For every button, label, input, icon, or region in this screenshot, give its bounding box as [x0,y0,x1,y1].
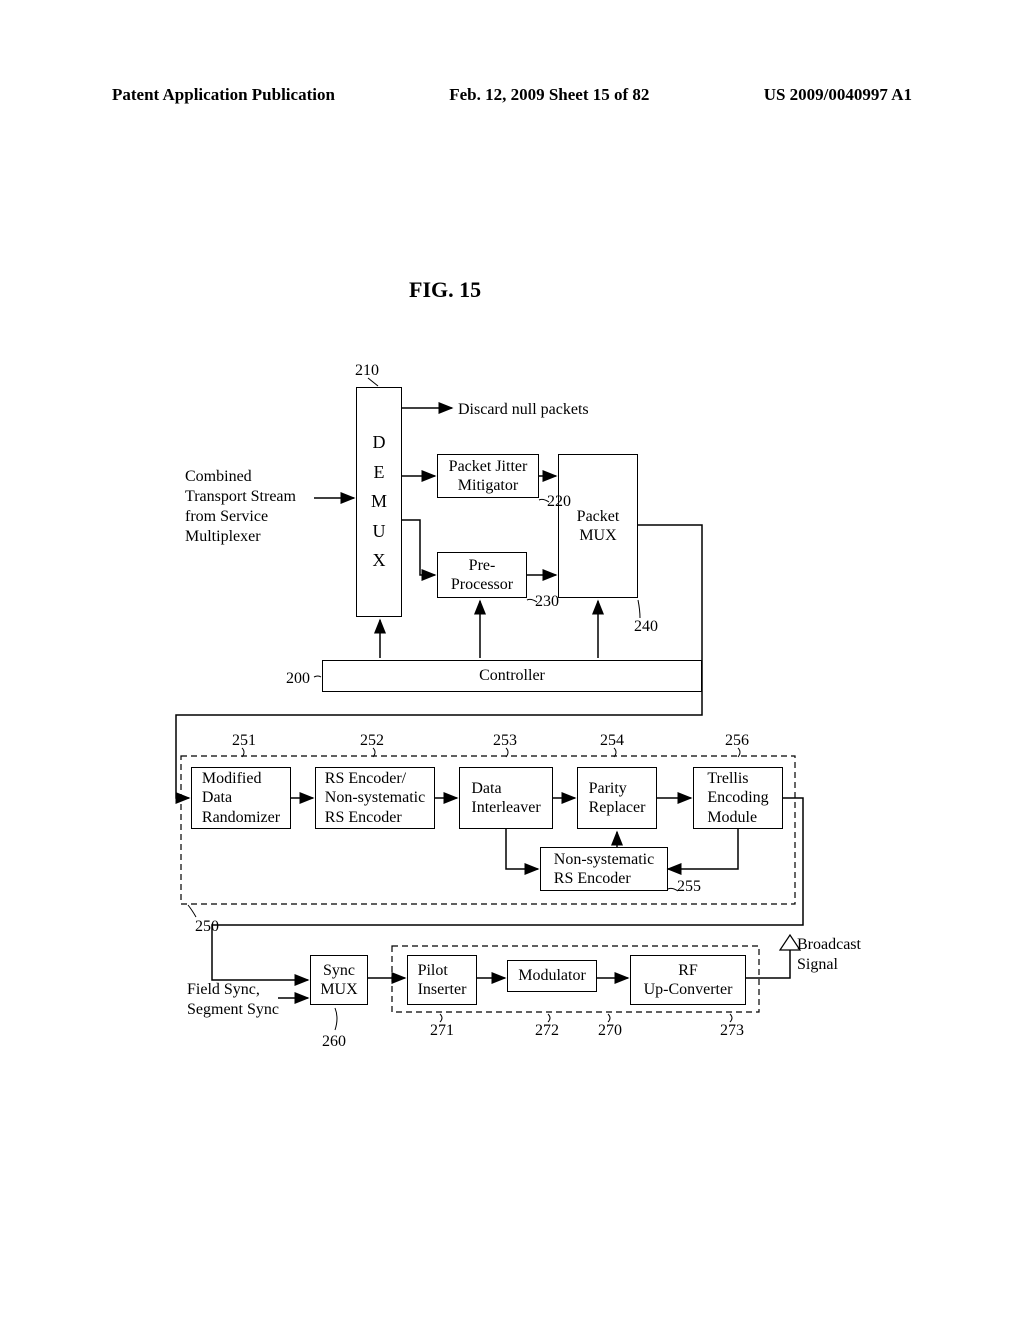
diagram-svg [0,0,1024,1320]
